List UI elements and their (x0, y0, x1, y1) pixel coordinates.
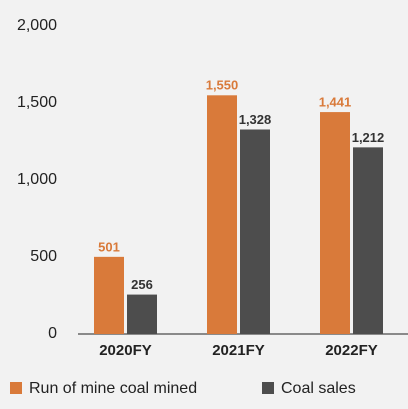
legend-swatch (10, 382, 22, 394)
y-tick-label: 2,000 (17, 17, 57, 34)
value-label: 1,328 (239, 112, 272, 127)
y-tick-label: 1,500 (17, 94, 57, 111)
x-tick-label: 2022FY (325, 342, 378, 359)
bar (94, 256, 124, 334)
value-label: 256 (131, 277, 153, 292)
bar (320, 112, 350, 334)
bar (240, 129, 270, 334)
value-label: 501 (98, 239, 120, 254)
value-label: 1,212 (352, 130, 385, 145)
value-label: 1,550 (206, 78, 239, 93)
bar (353, 147, 383, 334)
y-tick-label: 0 (48, 325, 57, 342)
bar (127, 294, 157, 334)
bar (207, 95, 237, 334)
value-label: 1,441 (319, 95, 352, 110)
y-tick-label: 1,000 (17, 171, 57, 188)
x-tick-label: 2021FY (212, 342, 265, 359)
legend-label: Run of mine coal mined (29, 380, 197, 397)
legend-swatch (262, 382, 274, 394)
legend-label: Coal sales (281, 380, 356, 397)
x-tick-label: 2020FY (99, 342, 152, 359)
y-tick-label: 500 (30, 248, 57, 265)
